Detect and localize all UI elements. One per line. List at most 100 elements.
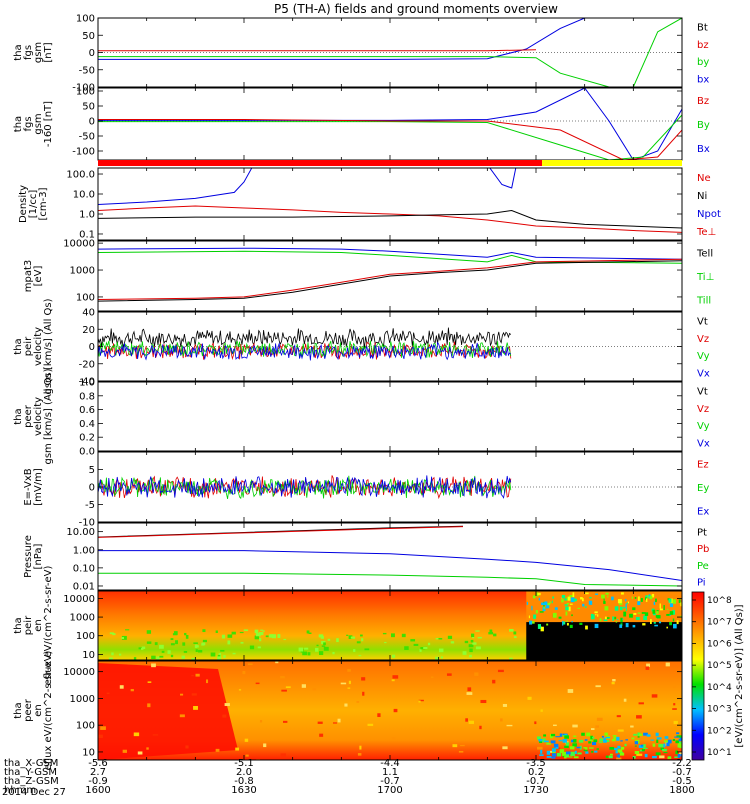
heatmap-cell: [565, 754, 570, 758]
y-tick-label: -40: [79, 377, 95, 388]
heatmap-cell: [464, 640, 469, 644]
heatmap-cell: [585, 747, 588, 750]
heatmap-cell: [255, 682, 260, 685]
heatmap-cell: [629, 613, 633, 618]
heatmap-cell: [477, 636, 482, 639]
heatmap-cell: [637, 732, 641, 736]
heatmap-cell: [637, 601, 641, 606]
heatmap-cell: [656, 739, 659, 743]
heatmap-cell: [344, 703, 348, 707]
heatmap-cell: [156, 656, 160, 660]
heatmap-cell: [631, 737, 635, 740]
heatmap-cell: [637, 612, 641, 614]
heatmap-cell: [632, 624, 636, 628]
colorbar-tick-label: 10^1: [707, 748, 732, 758]
y-axis-label: gsm [km/s] (All Qs): [43, 298, 54, 394]
heatmap-cell: [269, 634, 274, 638]
y-axis-label: velocity: [33, 397, 44, 436]
heatmap-cell: [574, 750, 577, 754]
y-axis-label: Density: [18, 185, 29, 223]
mode-bar-yellow: [542, 160, 682, 166]
heatmap-cell: [577, 752, 582, 755]
ephem-value: 1630: [231, 785, 256, 796]
legend-ne: Ne: [697, 173, 711, 184]
y-tick-label: 0.6: [79, 405, 95, 416]
y-tick-label: 0.2: [79, 433, 95, 444]
panel-2: 100 50 0 -50 -100 tha fgs gsm -160 [nT] Bz By Bx: [13, 87, 710, 161]
panel-4: 10000 1000 100 mpat3 [eV] Tell Ti⊥ Till: [23, 239, 714, 312]
heatmap-cell: [625, 598, 627, 602]
heatmap-cell: [185, 634, 189, 639]
heatmap-cell: [552, 612, 557, 618]
heatmap-cell: [356, 701, 360, 703]
heatmap-cell: [569, 746, 575, 750]
y-tick-label: 10: [82, 650, 95, 661]
heatmap-cell: [537, 624, 541, 629]
heatmap-cell: [579, 622, 583, 625]
colorbar-tick-label: 10^3: [707, 705, 732, 715]
heatmap-cell: [605, 616, 607, 620]
y-axis-label: [nT]: [43, 42, 54, 62]
heatmap-cell: [595, 614, 597, 616]
legend-npot: Npot: [697, 209, 721, 220]
y-axis-label: E=-VxB: [23, 468, 34, 505]
heatmap-cell: [195, 649, 198, 652]
colorbar-scale: [691, 591, 705, 761]
heatmap-cell: [362, 691, 365, 696]
heatmap-cell: [636, 715, 642, 719]
y-tick-label: 20: [82, 325, 95, 336]
heatmap-cell: [643, 747, 648, 749]
heatmap-cell: [546, 750, 551, 755]
heatmap-cell: [580, 597, 583, 600]
heatmap-cell: [585, 751, 589, 754]
heatmap-cell: [572, 724, 578, 728]
heatmap-cell: [632, 755, 636, 759]
heatmap-cell: [626, 602, 629, 605]
heatmap-cell: [468, 644, 474, 648]
heatmap-cell: [458, 750, 464, 753]
heatmap-cell: [531, 621, 535, 624]
heatmap-cell: [625, 607, 627, 611]
heatmap-cell: [435, 656, 440, 660]
heatmap-cell: [573, 598, 577, 602]
heatmap-cell: [589, 747, 594, 749]
heatmap-cell: [224, 703, 230, 707]
heatmap-cell: [634, 750, 640, 755]
heatmap-cell: [283, 720, 288, 723]
series-bx-line: [98, 18, 609, 60]
heatmap-cell: [594, 623, 599, 629]
heatmap-cell: [100, 726, 106, 730]
heatmap-cell: [549, 734, 554, 739]
heatmap-cell: [615, 750, 619, 754]
legend-vy: Vy: [697, 351, 710, 362]
heatmap-cell: [263, 743, 267, 748]
series-group: [98, 475, 682, 500]
heatmap-cell: [223, 655, 226, 658]
heatmap-cell: [217, 656, 222, 660]
series-pb-line: [98, 526, 464, 538]
ephem-value: 1700: [377, 785, 402, 796]
heatmap-cell: [562, 620, 564, 626]
ephem-row-label: tha_Y-GSM: [4, 767, 57, 778]
heatmap-cell: [500, 718, 503, 722]
heatmap-cell: [553, 743, 559, 748]
ephem-value: -0.5: [672, 776, 692, 787]
heatmap-cell: [470, 639, 474, 643]
heatmap-cell: [584, 606, 587, 608]
heatmap-cell: [622, 606, 626, 609]
heatmap-cell: [619, 606, 623, 611]
heatmap-cell: [611, 596, 614, 601]
series-ti-blue--line: [98, 247, 682, 260]
heatmap-cell: [140, 648, 144, 650]
heatmap-cell: [348, 635, 353, 640]
heatmap-cell: [597, 614, 599, 617]
heatmap-cell: [603, 598, 605, 603]
heatmap-cell: [161, 650, 165, 653]
heatmap-cell: [509, 657, 513, 660]
y-tick-label: 100: [76, 292, 95, 303]
heatmap-cell: [680, 615, 682, 618]
heatmap-cell: [583, 749, 588, 752]
heatmap-cell: [152, 734, 159, 736]
heatmap-cell: [616, 757, 622, 760]
heatmap-cell: [671, 610, 676, 615]
